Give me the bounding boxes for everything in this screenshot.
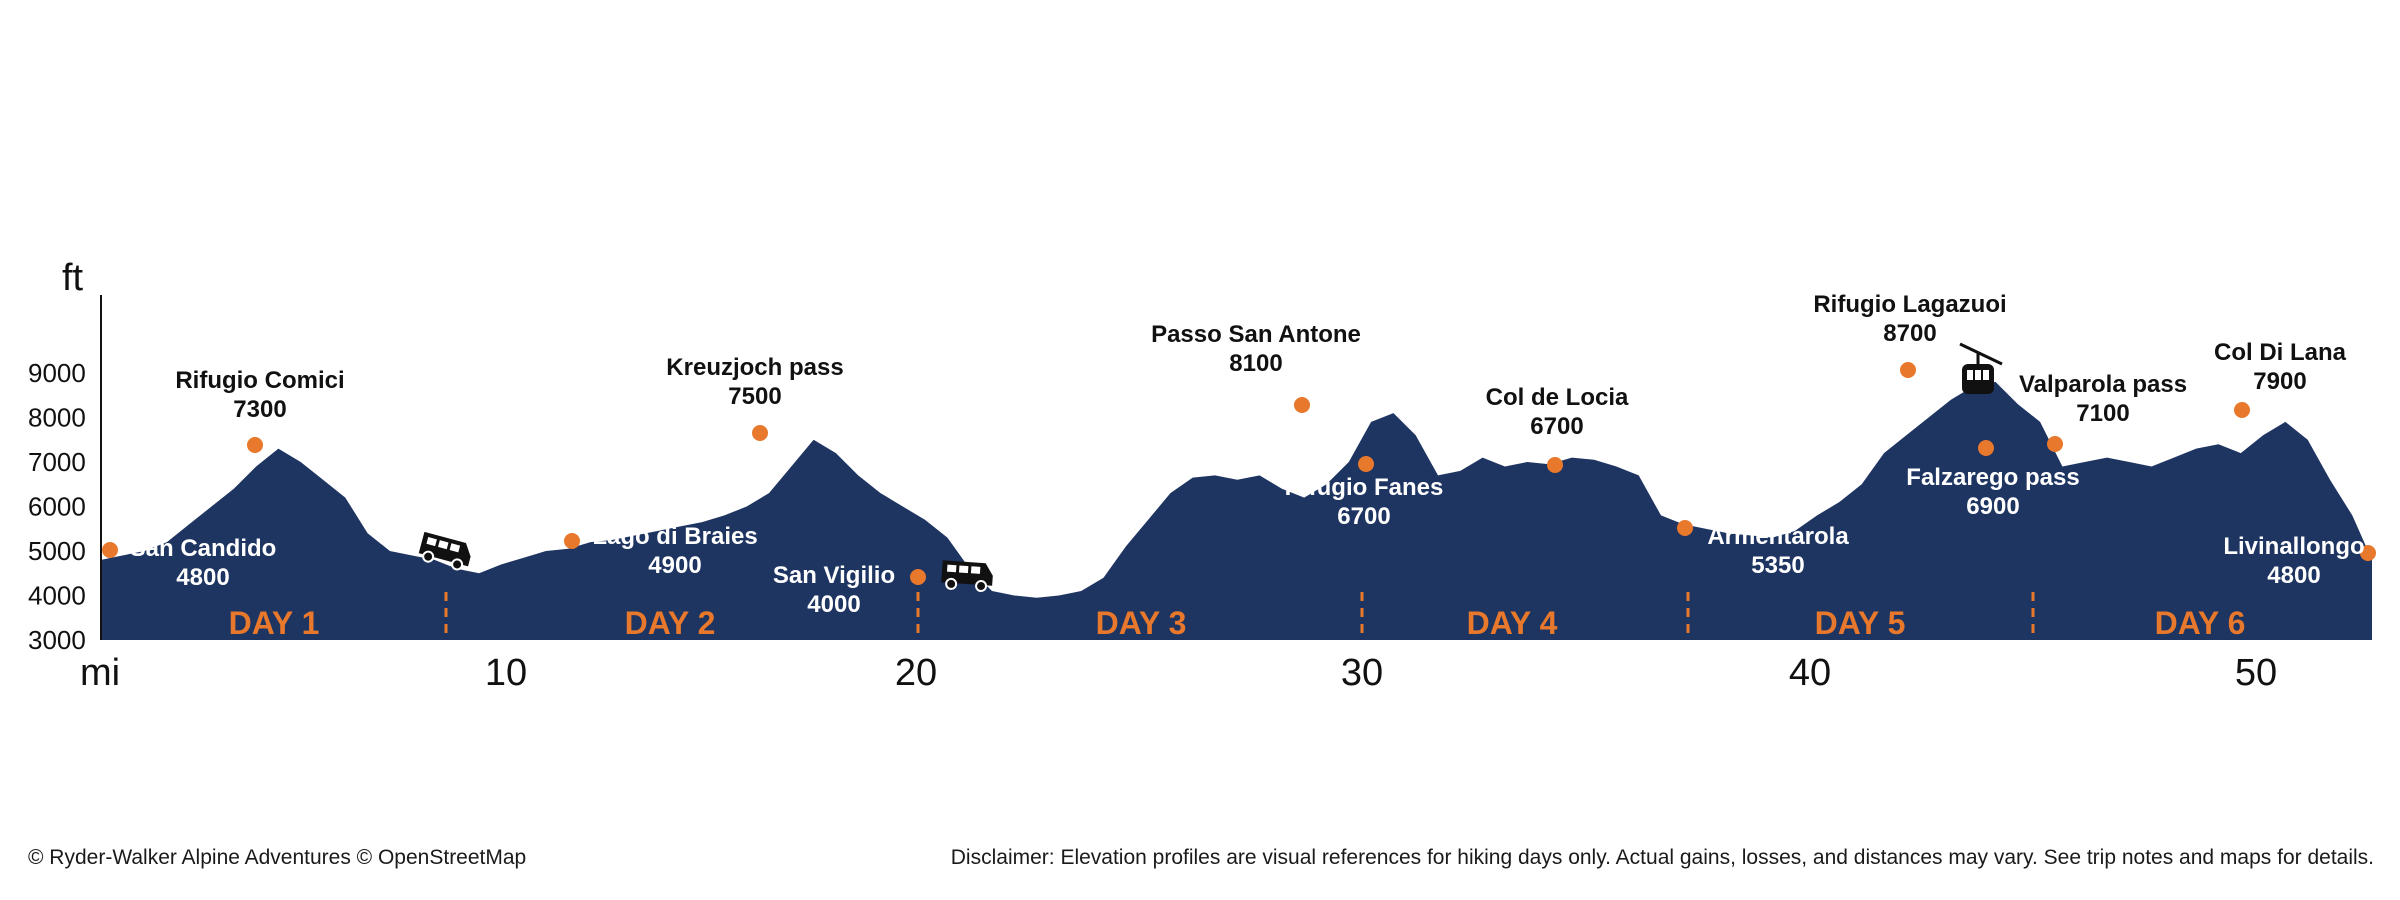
waypoint-elevation: 7300 [233, 396, 286, 423]
x-tick-label: 30 [1341, 652, 1383, 694]
transport-icons [418, 342, 2003, 593]
day-label: DAY 4 [1467, 605, 1558, 641]
waypoint-dot [102, 542, 118, 558]
cable-car-icon [1959, 342, 2003, 394]
van-wheel [422, 550, 435, 563]
waypoint-elevation: 7900 [2253, 368, 2306, 395]
y-tick-label: 5000 [28, 536, 86, 566]
y-axis-unit: ft [62, 257, 84, 299]
x-axis-unit: mi [80, 652, 120, 694]
van-window [970, 566, 981, 574]
waypoint-name: Col Di Lana [2214, 339, 2347, 366]
waypoint-dot [1294, 397, 1310, 413]
waypoint-name: Rifugio Fanes [1285, 474, 1444, 501]
van-wheel [451, 558, 464, 571]
van-window [946, 564, 957, 573]
van-wheel [945, 577, 958, 590]
day-labels: DAY 1 DAY 2 DAY 3 DAY 4 DAY 5 DAY 6 [229, 592, 2246, 641]
x-tick-label: 40 [1789, 652, 1831, 694]
y-tick-label: 8000 [28, 403, 86, 433]
waypoint-name: Rifugio Lagazuoi [1813, 291, 2006, 318]
waypoint-name: Falzarego pass [1906, 464, 2079, 491]
waypoint-dot [1358, 456, 1374, 472]
van-window [438, 540, 449, 550]
waypoint-elevation: 4800 [2267, 562, 2320, 589]
waypoint-dot [1547, 457, 1563, 473]
van-window [449, 543, 461, 553]
waypoint-dot [2234, 402, 2250, 418]
waypoint-elevation: 4800 [176, 564, 229, 591]
waypoint-name: Valparola pass [2019, 371, 2187, 398]
waypoint-elevation: 4000 [807, 591, 860, 618]
x-tick-label: 20 [895, 652, 937, 694]
waypoint-name: Lago di Braies [592, 523, 757, 550]
cable-car-window [1983, 370, 1989, 380]
credits-text: © Ryder-Walker Alpine Adventures © OpenS… [28, 846, 527, 869]
van-icon [418, 531, 471, 571]
waypoint-name: San Vigilio [773, 562, 895, 589]
day-label: DAY 1 [229, 605, 320, 641]
waypoint-dot [2047, 436, 2063, 452]
cable-line [1959, 342, 2003, 366]
waypoint-elevation: 4900 [648, 552, 701, 579]
y-tick-label: 9000 [28, 358, 86, 388]
waypoint-name: Kreuzjoch pass [666, 354, 843, 381]
waypoint-name: Passo San Antone [1151, 321, 1361, 348]
y-tick-label: 6000 [28, 492, 86, 522]
waypoint-dot [752, 425, 768, 441]
y-tick-label: 3000 [28, 625, 86, 655]
axes: ft mi [62, 257, 120, 694]
cable-car-window [1967, 370, 1973, 380]
van-window [958, 565, 969, 574]
day-label: DAY 5 [1815, 605, 1906, 641]
y-tick-label: 4000 [28, 581, 86, 611]
waypoint-dot [1900, 362, 1916, 378]
x-tick-labels: 10 20 30 40 50 [485, 652, 2277, 694]
van-wheel [975, 580, 988, 593]
waypoint-name: Livinallongo [2223, 533, 2364, 560]
waypoint-dot [247, 437, 263, 453]
waypoint-dot [1978, 440, 1994, 456]
y-tick-labels: 3000 4000 5000 6000 7000 8000 9000 [28, 358, 86, 655]
waypoint-elevation: 8700 [1883, 320, 1936, 347]
waypoint-elevation: 6900 [1966, 493, 2019, 520]
waypoint-elevation: 8100 [1229, 350, 1282, 377]
day-label: DAY 3 [1096, 605, 1187, 641]
elevation-area [101, 381, 2372, 640]
x-tick-label: 10 [485, 652, 527, 694]
x-tick-label: 50 [2235, 652, 2277, 694]
disclaimer-text: Disclaimer: Elevation profiles are visua… [950, 846, 2374, 869]
waypoint-dot [2360, 545, 2376, 561]
y-tick-label: 7000 [28, 447, 86, 477]
van-icon [941, 560, 993, 593]
waypoint-dot [1677, 520, 1693, 536]
waypoint-elevation: 6700 [1530, 413, 1583, 440]
waypoint-dot [910, 569, 926, 585]
waypoint-elevation: 6700 [1337, 503, 1390, 530]
waypoint-name: Col de Locia [1486, 384, 1629, 411]
waypoint-elevation: 7500 [728, 383, 781, 410]
waypoint-name: Armentarola [1707, 523, 1849, 550]
day-label: DAY 2 [625, 605, 716, 641]
van-window [426, 537, 437, 547]
cable-car-window [1975, 370, 1981, 380]
waypoint-elevation: 5350 [1751, 552, 1804, 579]
waypoint-name: Rifugio Comici [175, 367, 344, 394]
waypoint-elevation: 7100 [2076, 400, 2129, 427]
profile-area-layer [101, 381, 2372, 640]
day-label: DAY 6 [2155, 605, 2246, 641]
waypoint-dot [564, 533, 580, 549]
waypoint-name: San Candido [130, 535, 277, 562]
